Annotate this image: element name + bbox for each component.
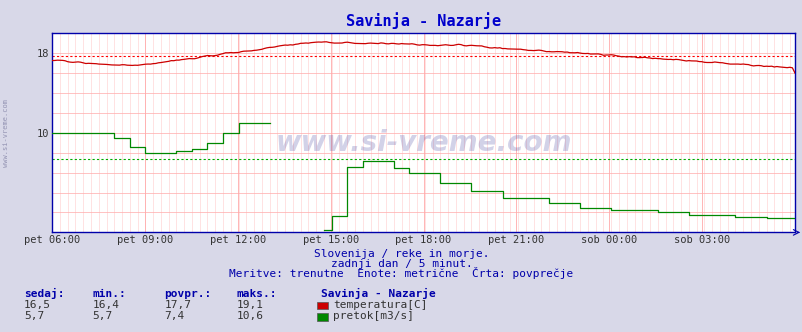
Text: temperatura[C]: temperatura[C] (333, 300, 427, 310)
Text: Savinja - Nazarje: Savinja - Nazarje (321, 288, 435, 299)
Text: 5,7: 5,7 (24, 311, 44, 321)
Text: min.:: min.: (92, 289, 126, 299)
Text: 16,4: 16,4 (92, 300, 119, 310)
Title: Savinja - Nazarje: Savinja - Nazarje (346, 12, 500, 29)
Text: maks.:: maks.: (237, 289, 277, 299)
Text: pretok[m3/s]: pretok[m3/s] (333, 311, 414, 321)
Text: 17,7: 17,7 (164, 300, 192, 310)
Text: 10,6: 10,6 (237, 311, 264, 321)
Text: Meritve: trenutne  Enote: metrične  Črta: povprečje: Meritve: trenutne Enote: metrične Črta: … (229, 267, 573, 279)
Text: 5,7: 5,7 (92, 311, 112, 321)
Text: Slovenija / reke in morje.: Slovenija / reke in morje. (314, 249, 488, 259)
Text: povpr.:: povpr.: (164, 289, 212, 299)
Text: 7,4: 7,4 (164, 311, 184, 321)
Text: sedaj:: sedaj: (24, 288, 64, 299)
Text: 19,1: 19,1 (237, 300, 264, 310)
Text: www.si-vreme.com: www.si-vreme.com (275, 129, 571, 157)
Text: 16,5: 16,5 (24, 300, 51, 310)
Text: zadnji dan / 5 minut.: zadnji dan / 5 minut. (330, 259, 472, 269)
Text: www.si-vreme.com: www.si-vreme.com (3, 99, 10, 167)
